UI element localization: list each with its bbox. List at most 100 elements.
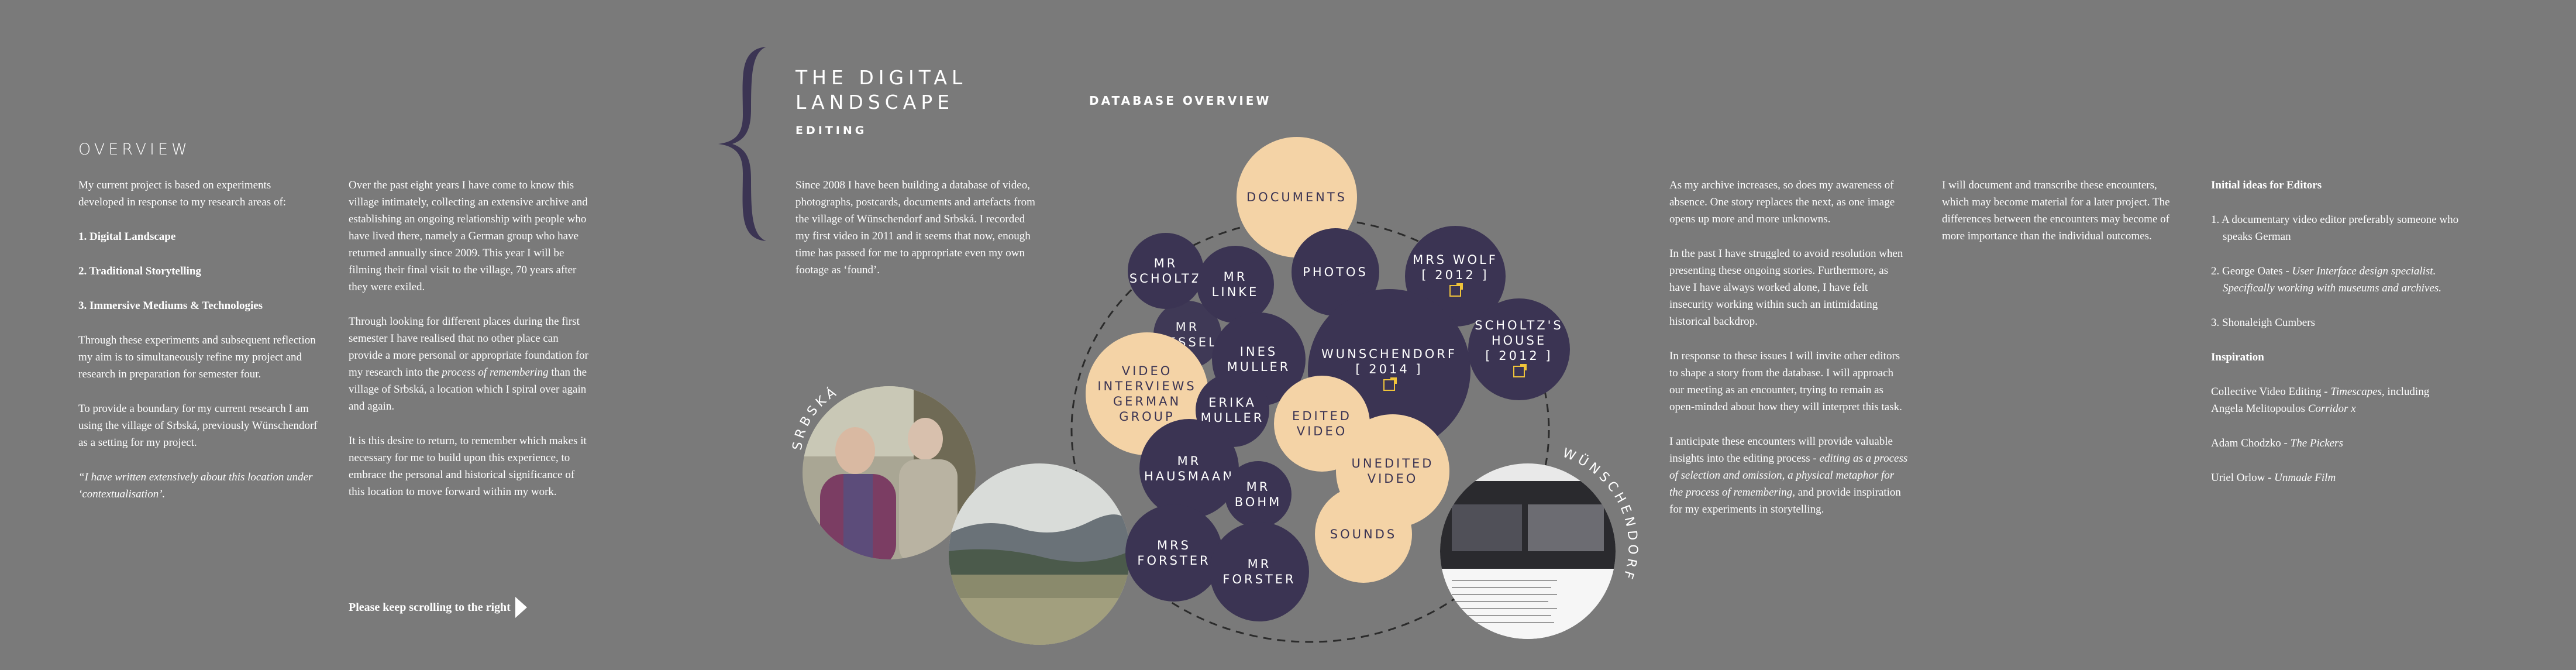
node-label: MR [1246,480,1270,494]
external-link-icon[interactable] [1383,377,1397,391]
node-label: INTERVIEWS [1097,379,1197,393]
column-7: Initial ideas for Editors 1. A documenta… [2211,177,2463,504]
editor-idea-2-desc: User Interface design specialist. Specif… [2223,265,2441,294]
col2-p1: Over the past eight years I have come to… [349,179,588,293]
node-label: LINKE [1211,285,1259,299]
col5-p4-a: I anticipate these encounters will provi… [1669,435,1893,465]
inspiration-3: Uriel Orlow - Unmade Film [2211,469,2463,486]
node-scholtz-house[interactable]: SCHOLTZ'S HOUSE[ 2012 ] [1468,298,1570,400]
arrow-right-icon[interactable] [515,597,527,618]
inspiration-2: Adam Chodzko - The Pickers [2211,435,2463,452]
title-line-1: THE DIGITAL [795,66,967,89]
insp-text: Uriel Orlow - [2211,472,2275,484]
node-mr-forster[interactable]: MR FORSTER [1210,522,1309,621]
editor-idea-2: 2. George Oates - User Interface design … [2211,263,2463,297]
node-label: VIDEO [1121,364,1173,378]
node-label: MULLER [1227,360,1291,374]
node-label: SCHOLTZ'S [1475,318,1563,332]
title-line-2: LANDSCAPE [795,91,955,114]
editor-idea-3: 3. Shonaleigh Cumbers [2211,317,2315,329]
digital-landscape-title: THE DIGITAL LANDSCAPE [795,66,967,115]
overview-quote: “I have written extensively about this l… [78,471,313,500]
column-2: Over the past eight years I have come to… [349,177,588,518]
col5-p4-italic: editing as a process of selection and om… [1669,452,1908,499]
col5-p4: I anticipate these encounters will provi… [1669,433,1909,518]
external-link-icon[interactable] [1449,283,1463,297]
curly-brace-icon [718,47,766,241]
node-label: FORSTER [1222,572,1296,586]
overview-p3: To provide a boundary for my current res… [78,403,318,449]
col2-p2: Through looking for different places dur… [349,313,588,415]
col6-p1: I will document and transcribe these enc… [1942,179,2170,242]
col5-p3: In response to these issues I will invit… [1669,350,1902,413]
col2-p3: It is this desire to return, to remember… [349,435,587,498]
node-mr-bohm[interactable]: MR BOHM [1225,461,1292,528]
overview-column: My current project is based on experimen… [78,177,318,520]
col5-p2: In the past I have struggled to avoid re… [1669,248,1903,328]
col2-p2-c: than the village of Srbská, a location w… [349,366,587,413]
editor-idea-2-name: 2. George Oates - [2211,265,2292,277]
column-6: I will document and transcribe these enc… [1942,177,2182,262]
editing-subtitle: EDITING [795,124,867,137]
node-label: HOUSE [1491,334,1547,348]
overview-p2: Through these experiments and subsequent… [78,334,316,380]
node-label: GERMAN [1113,394,1182,408]
node-label: HAUSMAAN [1144,469,1234,483]
insp-text: Adam Chodzko - [2211,437,2291,449]
node-label: [ 2014 ] [1355,362,1423,376]
database-boundary [1070,217,1550,643]
node-label: [ 2012 ] [1421,268,1489,282]
col5-p4-c: and provide inspiration for my experimen… [1669,486,1901,516]
col2-p2-italic: process of remembering [442,366,549,379]
area-1: 1. Digital Landscape [78,231,176,243]
col5-p1: As my archive increases, so does my awar… [1669,179,1895,225]
node-label: VIDEO [1296,424,1348,438]
column-5: As my archive increases, so does my awar… [1669,177,1909,535]
node-label: BOHM [1234,495,1282,509]
node-label: MULLER [1200,411,1265,425]
landscape-image [949,463,1130,645]
node-label: VIDEO [1367,472,1418,486]
node-sounds[interactable]: SOUNDS [1315,486,1412,583]
landscape-photo[interactable] [949,463,1130,645]
overview-title: OVERVIEW [78,140,191,159]
node-label: SCHOLTZ [1129,272,1203,286]
external-link-icon[interactable] [1513,364,1527,377]
node-label: MR [1247,557,1272,571]
digital-landscape-text: Since 2008 I have been building a databa… [795,179,1035,276]
node-mrs-forster[interactable]: MRS FORSTER [1125,504,1222,602]
node-label: WUNSCHENDORF [1321,347,1457,361]
archive-image [1440,463,1616,639]
node-label: MR [1223,270,1248,284]
inspiration-1: Collective Video Editing - Timescapes, i… [2211,383,2463,417]
archive-screenshot-photo[interactable] [1440,463,1616,639]
database-overview-title: DATABASE OVERVIEW [1089,94,1272,108]
node-label: MRS [1156,538,1191,552]
node-mr-hausmaan[interactable]: MR HAUSMAAN [1139,419,1239,518]
insp-title: Unmade Film [2274,472,2336,484]
portrait-image [803,386,976,559]
node-label: FORSTER [1137,554,1211,568]
node-label: EDITED [1292,409,1352,423]
node-mr-scholtz[interactable]: MR SCHOLTZ [1128,233,1204,309]
node-label: [ 2012 ] [1485,349,1553,363]
insp-title: The Pickers [2290,437,2343,449]
scroll-hint-label: Please keep scrolling to the right [349,600,511,614]
node-label: GROUP [1119,410,1175,424]
insp-title: Corridor x [2308,403,2356,415]
srbska-portrait-photo[interactable] [803,386,976,559]
insp-text: Collective Video Editing - [2211,386,2331,398]
area-3: 3. Immersive Mediums & Technologies [78,300,263,312]
node-label: ERIKA [1208,396,1256,410]
node-label: MR [1175,320,1200,334]
node-label: INES [1239,345,1278,359]
node-label: UNEDITED [1351,456,1434,470]
node-label: MRS WOLF [1413,253,1498,267]
inspiration-heading: Inspiration [2211,351,2264,363]
area-2: 2. Traditional Storytelling [78,265,201,277]
insp-title: Timescapes [2330,386,2382,398]
col2-p2-a: Through looking for different places dur… [349,315,588,379]
scroll-hint[interactable]: Please keep scrolling to the right [349,597,527,618]
editors-heading: Initial ideas for Editors [2211,179,2322,191]
node-label: MR [1153,256,1178,270]
